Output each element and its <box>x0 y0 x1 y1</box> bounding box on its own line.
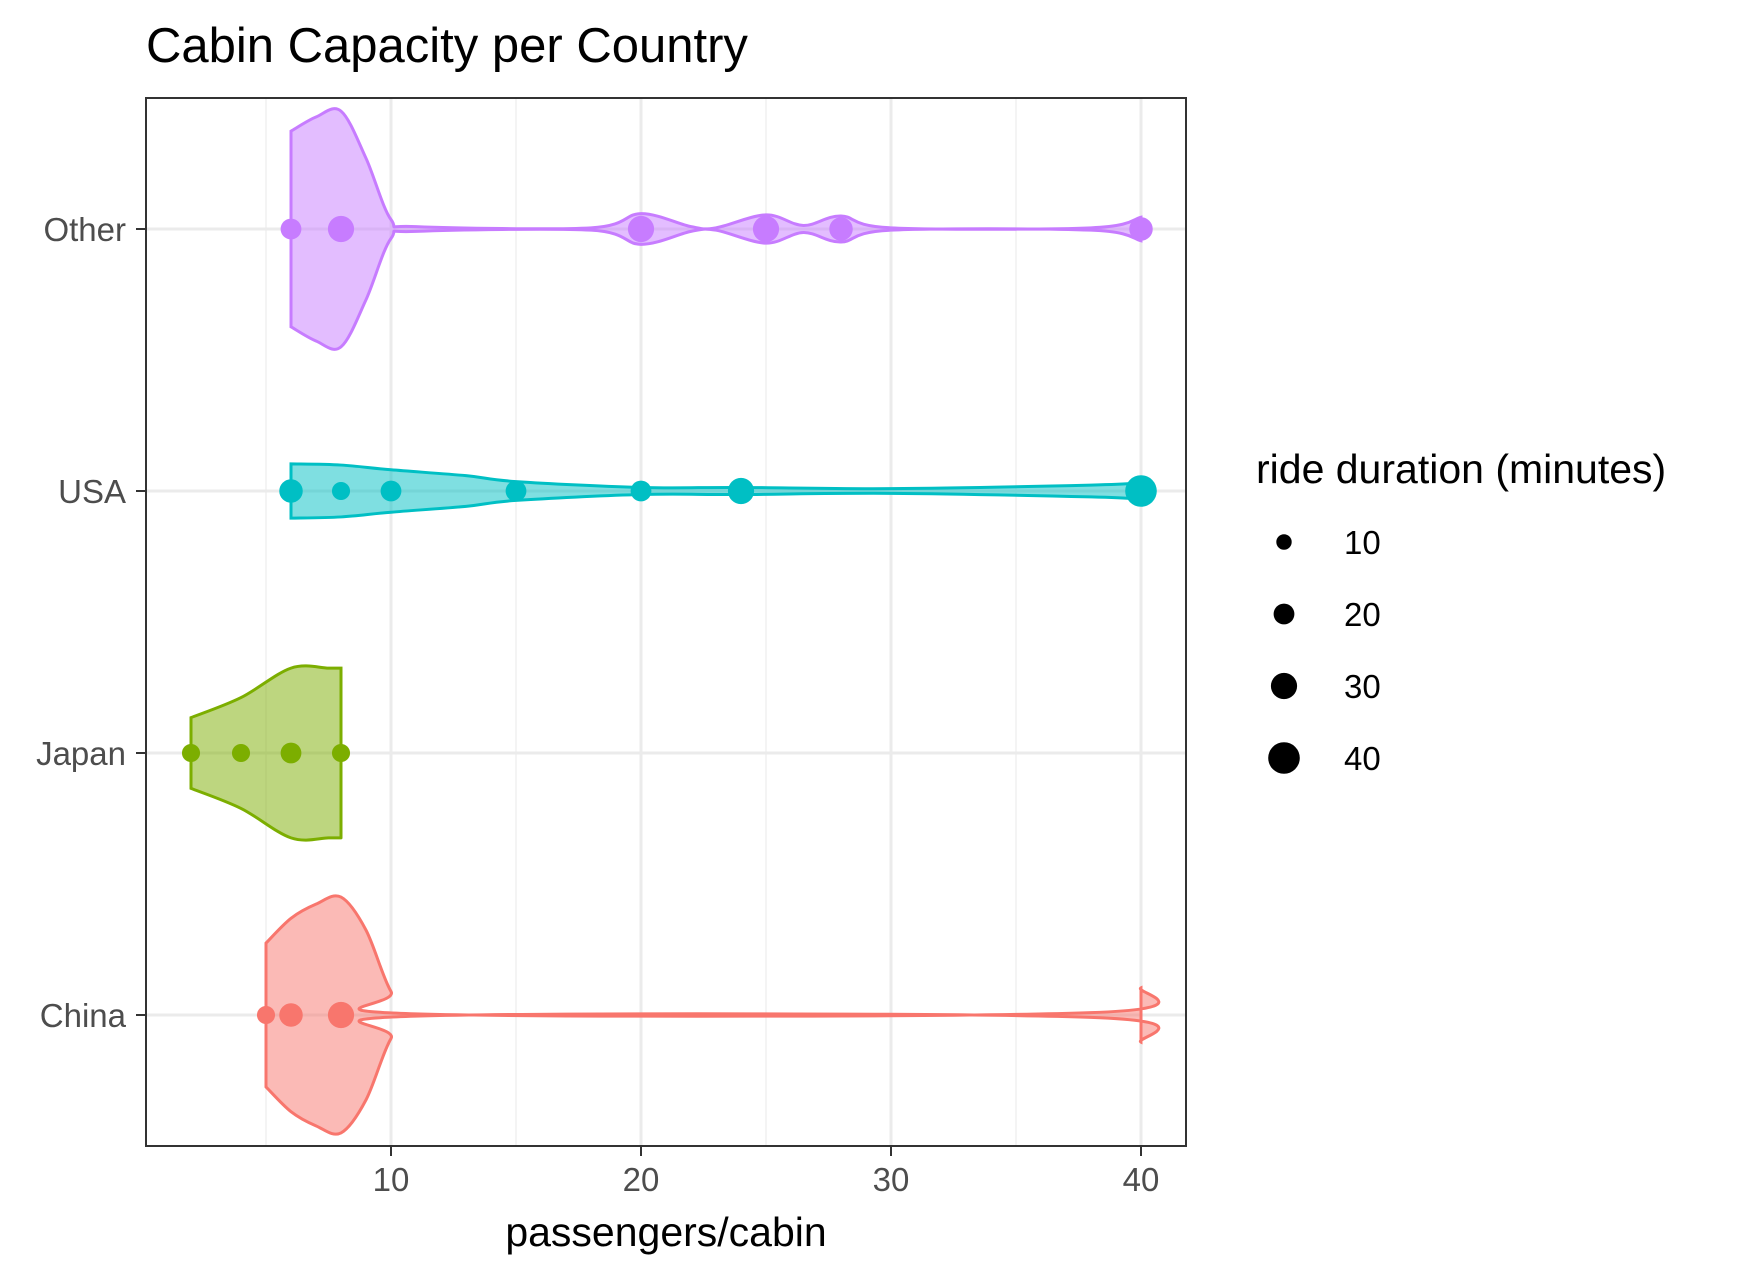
data-point-japan <box>331 743 351 763</box>
legend: 10 20 30 40 <box>1268 524 1381 777</box>
x-tick-label: 30 <box>873 1161 910 1198</box>
x-tick-label: 40 <box>1123 1161 1160 1198</box>
data-point-usa <box>380 480 402 502</box>
data-point-usa <box>630 480 652 502</box>
x-tick-label: 20 <box>623 1161 660 1198</box>
data-point-usa <box>1125 475 1157 507</box>
data-point-china <box>256 1005 276 1025</box>
legend-key-circle <box>1276 534 1292 550</box>
x-tick-label: 10 <box>373 1161 410 1198</box>
data-point-china <box>279 1003 303 1027</box>
data-point-usa <box>505 480 527 502</box>
data-point-other <box>327 215 355 243</box>
y-tick-label: USA <box>58 473 126 510</box>
data-point-other <box>1129 217 1153 241</box>
panel-border <box>145 97 1187 1147</box>
data-point-usa <box>279 479 303 503</box>
legend-key-circle <box>1270 672 1298 700</box>
violin-japan <box>189 664 343 842</box>
y-tick-label: Other <box>43 211 126 248</box>
legend-label: 40 <box>1344 740 1381 777</box>
chart-title: Cabin Capacity per Country <box>146 19 748 73</box>
data-point-other <box>627 215 655 243</box>
legend-key-circle <box>1268 742 1300 774</box>
legend-label: 10 <box>1344 524 1381 561</box>
violin-layer <box>189 107 1161 1136</box>
legend-label: 20 <box>1344 596 1381 633</box>
y-tick-label: Japan <box>36 735 126 772</box>
data-point-other <box>829 217 853 241</box>
data-point-other <box>280 218 302 240</box>
data-point-japan <box>181 743 201 763</box>
point-layer <box>181 215 1157 1029</box>
data-point-usa <box>331 481 351 501</box>
legend-label: 30 <box>1344 668 1381 705</box>
legend-key-circle <box>1273 603 1295 625</box>
axis-layer: 10 20 30 40 China Japan USA Other <box>36 211 1159 1198</box>
data-point-usa <box>727 477 755 505</box>
data-point-japan <box>231 743 251 763</box>
data-point-other <box>752 215 780 243</box>
data-point-japan <box>280 742 302 764</box>
x-axis-title: passengers/cabin <box>505 1209 826 1255</box>
data-point-china <box>327 1001 355 1029</box>
legend-title: ride duration (minutes) <box>1256 446 1666 492</box>
violin-usa <box>289 462 1143 520</box>
violin-china <box>264 894 1161 1136</box>
y-tick-label: China <box>40 997 127 1034</box>
violin-other <box>289 107 1143 351</box>
